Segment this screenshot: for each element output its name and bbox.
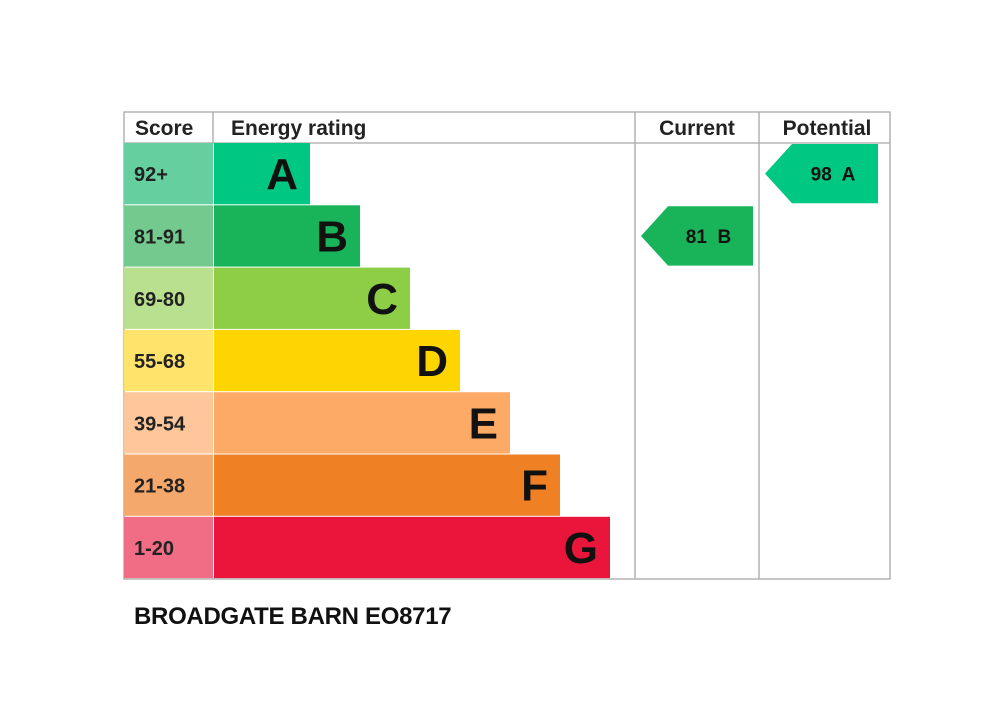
band-bar-g bbox=[214, 516, 610, 579]
score-cell-b bbox=[124, 205, 213, 267]
potential-rating-label: 98 A bbox=[811, 165, 856, 186]
score-range-g: 1-20 bbox=[134, 538, 174, 560]
band-letter-b: B bbox=[316, 212, 348, 261]
band-rows: 92+ A 81-91 B 69-80 C 55-68 D 39-54 E 21-38 F 1-20 G bbox=[124, 143, 610, 579]
header-score: Score bbox=[135, 117, 193, 140]
current-rating-label: 81 B bbox=[686, 227, 731, 248]
band-bar-d bbox=[214, 329, 460, 392]
score-cell-c bbox=[124, 267, 213, 329]
band-letter-d: D bbox=[416, 337, 448, 386]
band-letter-f: F bbox=[521, 462, 548, 511]
band-bar-b bbox=[214, 205, 360, 267]
property-caption: BROADGATE BARN EO8717 bbox=[134, 603, 452, 630]
score-range-c: 69-80 bbox=[134, 289, 185, 311]
score-range-d: 55-68 bbox=[134, 351, 185, 373]
band-letter-e: E bbox=[469, 399, 498, 448]
score-cell-e bbox=[124, 392, 213, 454]
score-range-f: 21-38 bbox=[134, 476, 185, 498]
score-cell-f bbox=[124, 454, 213, 516]
header-energy-rating: Energy rating bbox=[231, 117, 366, 140]
score-cell-d bbox=[124, 329, 213, 392]
score-cell-a bbox=[124, 143, 213, 205]
band-letter-g: G bbox=[564, 524, 598, 573]
current-rating-arrow bbox=[641, 206, 753, 266]
potential-rating-arrow bbox=[765, 144, 878, 204]
score-range-e: 39-54 bbox=[134, 413, 186, 435]
band-letter-a: A bbox=[266, 150, 298, 199]
band-bar-a bbox=[214, 143, 310, 205]
header-current: Current bbox=[659, 117, 735, 140]
band-bar-e bbox=[214, 392, 510, 454]
rating-markers: 81 B 98 A bbox=[641, 144, 878, 266]
score-cell-g bbox=[124, 516, 213, 579]
score-range-b: 81-91 bbox=[134, 226, 185, 248]
score-range-a: 92+ bbox=[134, 164, 168, 186]
band-bar-c bbox=[214, 267, 410, 329]
header-potential: Potential bbox=[783, 117, 872, 140]
band-letter-c: C bbox=[366, 275, 398, 324]
band-bar-f bbox=[214, 454, 560, 516]
